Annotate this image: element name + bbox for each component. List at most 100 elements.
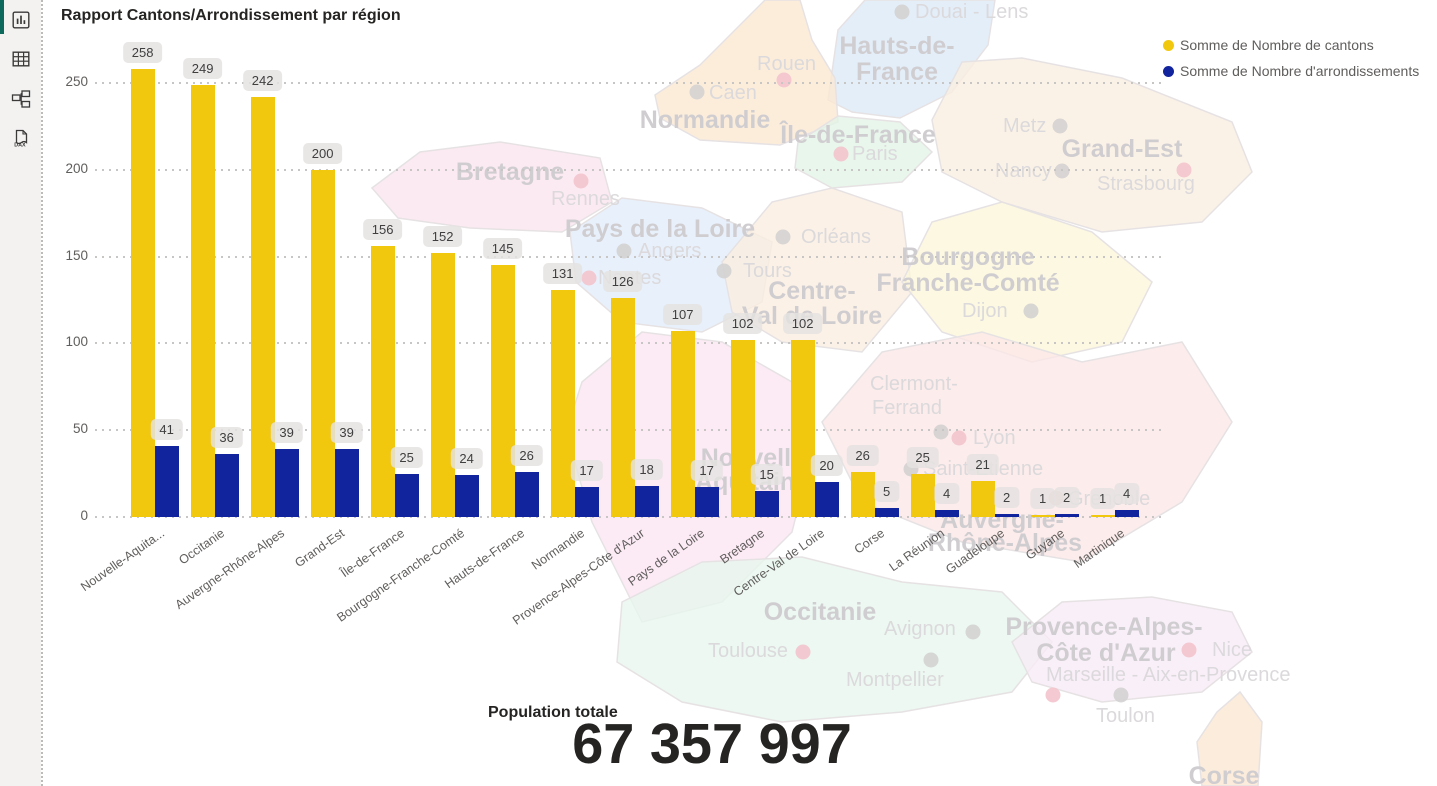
data-label-cantons: 131	[542, 262, 583, 284]
y-axis-tick-label: 250	[65, 73, 88, 89]
bar-cantons-7[interactable]	[490, 265, 515, 517]
map-city-marker-gray	[923, 652, 939, 668]
map-city-marker-red	[1176, 162, 1192, 178]
bar-arrondissements-16[interactable]	[1054, 513, 1079, 517]
report-view-icon[interactable]	[11, 10, 31, 30]
bar-cantons-11[interactable]	[730, 339, 755, 517]
bar-cantons-14[interactable]	[910, 473, 935, 517]
map-region-label: Corse	[1189, 762, 1260, 786]
map-city-label: Dijon	[962, 300, 1008, 322]
map-city-label: Toulon	[1096, 705, 1155, 727]
data-label-arrondissements: 39	[270, 422, 303, 444]
bar-arrondissements-3[interactable]	[274, 449, 299, 517]
table-view-icon[interactable]	[11, 49, 31, 69]
bar-cantons-13[interactable]	[850, 471, 875, 517]
data-label-arrondissements: 41	[150, 418, 183, 440]
map-city-marker-red	[833, 146, 849, 162]
legend-item-2[interactable]: Somme de Nombre d'arrondissements	[1163, 63, 1419, 79]
bar-arrondissements-5[interactable]	[394, 473, 419, 517]
map-region-label: Côte d'Azur	[1036, 639, 1176, 667]
bar-cantons-5[interactable]	[370, 246, 395, 517]
map-city-label: Nice	[1212, 639, 1252, 661]
data-label-cantons: 1	[1029, 488, 1056, 509]
bar-arrondissements-13[interactable]	[874, 508, 899, 517]
map-city-label: Ferrand	[872, 397, 942, 419]
map-region-Corse	[1196, 690, 1263, 786]
bar-arrondissements-11[interactable]	[754, 490, 779, 517]
map-city-label: Douai - Lens	[915, 1, 1028, 23]
data-label-cantons: 107	[662, 304, 703, 326]
bar-arrondissements-15[interactable]	[994, 513, 1019, 517]
data-label-arrondissements: 17	[690, 460, 723, 482]
map-region-label: Rhône-Alpes	[928, 529, 1082, 557]
x-axis-category-label: Occitanie	[176, 526, 228, 568]
map-region-label: Normandie	[640, 106, 771, 134]
data-label-arrondissements: 20	[810, 455, 843, 477]
data-label-arrondissements: 24	[450, 448, 483, 470]
data-label-arrondissements: 18	[630, 458, 663, 480]
y-gridline	[95, 516, 1166, 518]
map-city-label: Avignon	[884, 618, 956, 640]
y-axis-tick-label: 200	[65, 160, 88, 176]
map-city-marker-gray	[1113, 687, 1129, 703]
bar-arrondissements-14[interactable]	[934, 510, 959, 517]
data-label-cantons: 102	[782, 312, 823, 334]
bar-arrondissements-4[interactable]	[334, 449, 359, 517]
card-value: 67 357 997	[572, 712, 852, 776]
data-label-arrondissements: 17	[570, 460, 603, 482]
legend-item-1[interactable]: Somme de Nombre de cantons	[1163, 37, 1419, 53]
map-city-label: Lyon	[973, 427, 1016, 449]
bar-cantons-10[interactable]	[670, 331, 695, 517]
map-region-Normandie	[654, 0, 839, 146]
map-city-label: Tours	[743, 260, 792, 282]
dax-query-view-icon[interactable]: DAX	[11, 128, 31, 148]
bar-arrondissements-7[interactable]	[514, 471, 539, 517]
bar-arrondissements-1[interactable]	[154, 445, 179, 517]
map-region-Bourgogne-Franche-Comté	[901, 201, 1153, 363]
bar-arrondissements-10[interactable]	[694, 487, 719, 517]
bar-cantons-3[interactable]	[250, 96, 275, 517]
y-gridline	[95, 168, 1166, 171]
y-gridline	[95, 81, 1166, 84]
bar-arrondissements-8[interactable]	[574, 487, 599, 517]
bar-arrondissements-17[interactable]	[1114, 510, 1139, 517]
bar-cantons-1[interactable]	[130, 68, 155, 517]
map-city-label: Metz	[1003, 115, 1046, 137]
map-city-marker-gray	[775, 229, 791, 245]
map-city-label: Clermont-	[870, 373, 958, 395]
map-city-label: Marseille - Aix-en-Provence	[1046, 664, 1291, 686]
map-region-label: Provence-Alpes-	[1005, 613, 1202, 641]
data-label-cantons: 102	[722, 312, 763, 334]
bar-arrondissements-6[interactable]	[454, 475, 479, 517]
bar-arrondissements-2[interactable]	[214, 454, 239, 517]
map-region-label: Pays de la Loire	[565, 215, 755, 243]
model-view-icon[interactable]	[11, 89, 31, 109]
map-city-label: Caen	[709, 82, 757, 104]
y-axis-tick-label: 0	[80, 508, 88, 523]
svg-text:DAX: DAX	[14, 143, 26, 148]
bar-cantons-17[interactable]	[1090, 515, 1115, 517]
bar-arrondissements-9[interactable]	[634, 485, 659, 517]
map-city-label: Paris	[852, 143, 898, 165]
data-label-cantons: 26	[846, 444, 879, 466]
data-label-arrondissements: 4	[1113, 483, 1140, 505]
bar-cantons-9[interactable]	[610, 298, 635, 517]
bar-cantons-4[interactable]	[310, 169, 335, 517]
bar-cantons-15[interactable]	[970, 480, 995, 517]
x-axis-category-label: Bretagne	[717, 526, 768, 567]
bar-cantons-2[interactable]	[190, 84, 215, 517]
map-city-label: Toulouse	[708, 640, 788, 662]
canvas-edge-divider	[41, 0, 43, 786]
bar-arrondissements-12[interactable]	[814, 482, 839, 517]
map-region-label: Franche-Comté	[876, 269, 1059, 297]
legend-dot-icon	[1163, 39, 1174, 51]
bar-cantons-6[interactable]	[430, 253, 455, 517]
data-label-cantons: 152	[422, 226, 463, 248]
y-axis-tick-label: 100	[65, 334, 88, 350]
bar-cantons-12[interactable]	[790, 339, 815, 517]
data-label-cantons: 145	[482, 238, 523, 260]
x-axis-category-label: La Réunion	[886, 526, 948, 575]
bar-cantons-8[interactable]	[550, 289, 575, 517]
bar-cantons-16[interactable]	[1030, 515, 1055, 517]
